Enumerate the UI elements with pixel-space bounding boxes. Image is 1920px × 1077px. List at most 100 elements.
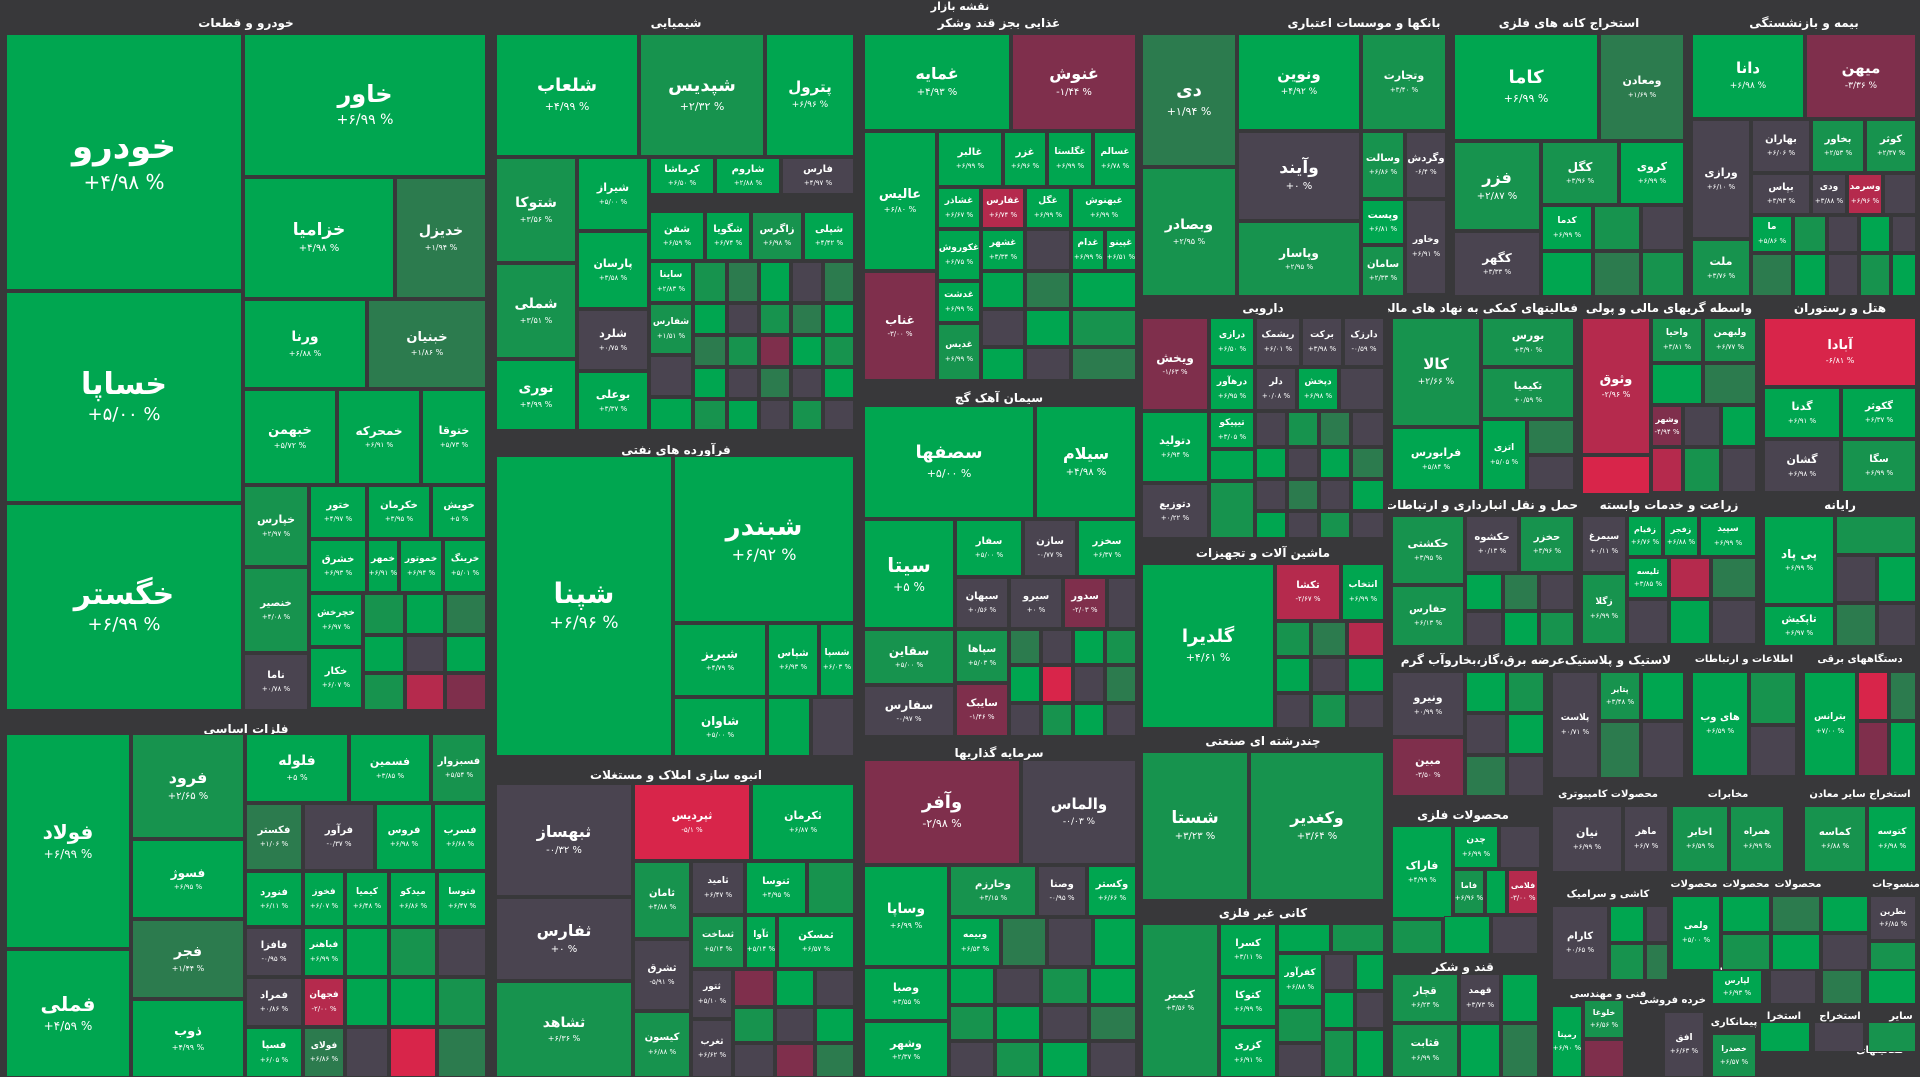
stock-tile[interactable]: پلاست +۰/۷۱ % (1552, 672, 1598, 778)
stock-tile[interactable]: خکار +۶/۰۷ % (310, 648, 362, 708)
stock-tile-small[interactable] (950, 1006, 994, 1040)
stock-tile-small[interactable] (1324, 992, 1354, 1028)
stock-tile[interactable]: گدنا +۶/۹۱ % (1764, 388, 1840, 438)
stock-tile[interactable]: دی +۱/۹۴ % (1142, 34, 1236, 166)
stock-tile-small[interactable] (1670, 600, 1710, 644)
stock-tile[interactable]: ثمسکن +۶/۵۷ % (778, 916, 854, 968)
stock-tile[interactable]: غناب -۳/۰۰ % (864, 272, 936, 380)
stock-tile-small[interactable] (1492, 916, 1538, 954)
stock-tile-small[interactable] (1348, 694, 1384, 728)
stock-tile-small[interactable] (1500, 826, 1540, 868)
stock-tile[interactable]: خودرو +۴/۹۸ % (6, 34, 242, 290)
stock-tile-small[interactable] (694, 304, 726, 334)
stock-tile[interactable]: شتوکا +۳/۵۶ % (496, 158, 576, 262)
stock-tile[interactable]: زقیام +۶/۷۶ % (1628, 516, 1662, 556)
stock-tile-small[interactable] (1466, 574, 1502, 610)
stock-tile[interactable]: ثنوسا +۴/۹۵ % (746, 862, 806, 914)
stock-tile-small[interactable] (1108, 578, 1136, 628)
stock-tile-small[interactable] (1288, 448, 1318, 478)
stock-tile[interactable]: فولاد +۶/۹۹ % (6, 734, 130, 948)
stock-tile[interactable]: خلوغا +۶/۵۶ % (1584, 1000, 1624, 1038)
stock-tile-small[interactable] (1356, 954, 1384, 990)
stock-tile[interactable]: ونیرو +۰/۹۹ % (1392, 672, 1464, 736)
stock-tile[interactable]: شلعاب +۴/۹۹ % (496, 34, 638, 156)
stock-tile-small[interactable] (1684, 406, 1720, 446)
stock-tile-small[interactable] (1772, 934, 1820, 970)
stock-tile[interactable]: لپارس +۶/۹۳ % (1712, 970, 1762, 1004)
stock-tile[interactable]: فخوز +۶/۰۷ % (304, 872, 344, 926)
stock-tile[interactable]: قهمد +۳/۷۳ % (1460, 974, 1500, 1022)
stock-tile-small[interactable] (1010, 666, 1040, 702)
stock-tile[interactable]: خمحرکه +۶/۹۱ % (338, 390, 420, 484)
stock-tile-small[interactable] (1670, 558, 1710, 598)
stock-tile[interactable]: تاپکیش +۶/۹۷ % (1764, 606, 1834, 646)
stock-tile-small[interactable] (760, 304, 790, 334)
stock-tile-small[interactable] (390, 928, 436, 976)
stock-tile[interactable]: فلوله +۵ % (246, 734, 348, 802)
stock-tile-small[interactable] (792, 304, 822, 334)
stock-tile[interactable]: خشرق +۶/۹۳ % (310, 540, 366, 592)
stock-tile-small[interactable] (1094, 918, 1136, 966)
stock-tile[interactable]: نطرین +۶/۸۵ % (1870, 896, 1916, 940)
stock-tile[interactable]: شپاس +۶/۹۳ % (768, 624, 818, 696)
stock-tile[interactable]: ماهر +۶/۷ % (1624, 806, 1668, 872)
stock-tile-small[interactable] (1278, 924, 1330, 952)
stock-tile-small[interactable] (1276, 694, 1310, 728)
stock-tile[interactable]: ثامان +۴/۸۸ % (634, 862, 690, 938)
stock-tile[interactable]: دپخش +۶/۹۸ % (1298, 368, 1338, 410)
stock-tile-small[interactable] (1106, 666, 1136, 702)
stock-tile[interactable]: بپاس +۳/۹۳ % (1752, 174, 1810, 214)
stock-tile-small[interactable] (1466, 756, 1506, 796)
stock-tile[interactable]: وکغدیر +۳/۶۴ % (1250, 752, 1384, 900)
stock-tile-small[interactable] (1652, 448, 1682, 492)
stock-tile[interactable]: افق +۶/۶۳ % (1664, 1012, 1704, 1077)
stock-tile-small[interactable] (760, 336, 790, 366)
stock-tile[interactable]: چدن +۶/۹۹ % (1454, 826, 1498, 868)
stock-tile[interactable]: همراه +۶/۹۹ % (1730, 806, 1784, 872)
stock-tile[interactable]: شفارس +۱/۵۱ % (650, 304, 692, 354)
stock-tile[interactable]: غگل +۶/۹۹ % (1026, 188, 1070, 228)
stock-tile[interactable]: وثوق -۲/۹۶ % (1582, 318, 1650, 454)
stock-tile[interactable]: عالیس +۶/۸۰ % (864, 132, 936, 270)
stock-tile-small[interactable] (1256, 480, 1286, 510)
stock-tile-small[interactable] (438, 928, 486, 976)
stock-tile[interactable]: نیان +۶/۹۹ % (1552, 806, 1622, 872)
stock-tile[interactable]: غمایه +۴/۹۳ % (864, 34, 1010, 130)
stock-tile[interactable]: کوثر +۲/۳۷ % (1866, 120, 1916, 172)
stock-tile-small[interactable] (1878, 604, 1916, 646)
stock-tile[interactable]: وخارزم +۳/۱۵ % (950, 866, 1036, 916)
stock-tile-small[interactable] (1646, 944, 1668, 980)
stock-tile[interactable]: ثتور +۵/۱۰ % (692, 970, 732, 1018)
stock-tile[interactable]: قچار +۶/۲۳ % (1392, 974, 1458, 1022)
stock-tile[interactable]: وسرمد +۶/۹۶ % (1848, 174, 1882, 214)
stock-tile-small[interactable] (1278, 1008, 1322, 1042)
stock-tile[interactable]: کیمیر +۳/۵۶ % (1142, 924, 1218, 1077)
stock-tile[interactable]: غنوش -۱/۴۴ % (1012, 34, 1136, 130)
stock-tile[interactable]: وصنا -۰/۹۵ % (1038, 866, 1086, 916)
stock-tile[interactable]: ونوین +۴/۹۲ % (1238, 34, 1360, 130)
stock-tile[interactable]: فملی +۴/۵۹ % (6, 950, 130, 1077)
stock-tile[interactable]: تکشا -۲/۶۷ % (1276, 564, 1340, 620)
stock-tile[interactable]: شبریز +۴/۷۹ % (674, 624, 766, 696)
stock-tile-small[interactable] (1508, 714, 1544, 754)
stock-tile-small[interactable] (1074, 666, 1104, 702)
stock-tile-small[interactable] (1582, 456, 1650, 494)
stock-tile[interactable]: شاروم +۲/۸۸ % (716, 158, 780, 194)
stock-tile[interactable]: سایبک -۱/۴۶ % (956, 684, 1008, 736)
stock-tile-small[interactable] (364, 674, 404, 710)
stock-tile-small[interactable] (1504, 574, 1538, 610)
stock-tile[interactable]: سازن -۰/۷۷ % (1024, 520, 1076, 576)
stock-tile-small[interactable] (446, 674, 486, 710)
stock-tile-small[interactable] (816, 1008, 854, 1042)
stock-tile-small[interactable] (1352, 480, 1384, 510)
stock-tile[interactable]: خبهمن +۵/۷۲ % (244, 390, 336, 484)
stock-tile[interactable]: ولبهمن +۶/۷۷ % (1704, 318, 1756, 362)
stock-tile-small[interactable] (1074, 630, 1104, 664)
stock-tile[interactable]: ورازی +۶/۱۰ % (1692, 120, 1750, 238)
stock-tile[interactable]: فلامی -۳/۰۰ % (1508, 870, 1538, 914)
stock-tile-small[interactable] (1508, 672, 1544, 712)
stock-tile[interactable]: شسپا +۶/۰۳ % (820, 624, 854, 696)
stock-tile[interactable]: ثشاهد +۶/۳۶ % (496, 982, 632, 1077)
stock-tile-small[interactable] (1772, 896, 1820, 932)
stock-tile-small[interactable] (824, 400, 854, 430)
